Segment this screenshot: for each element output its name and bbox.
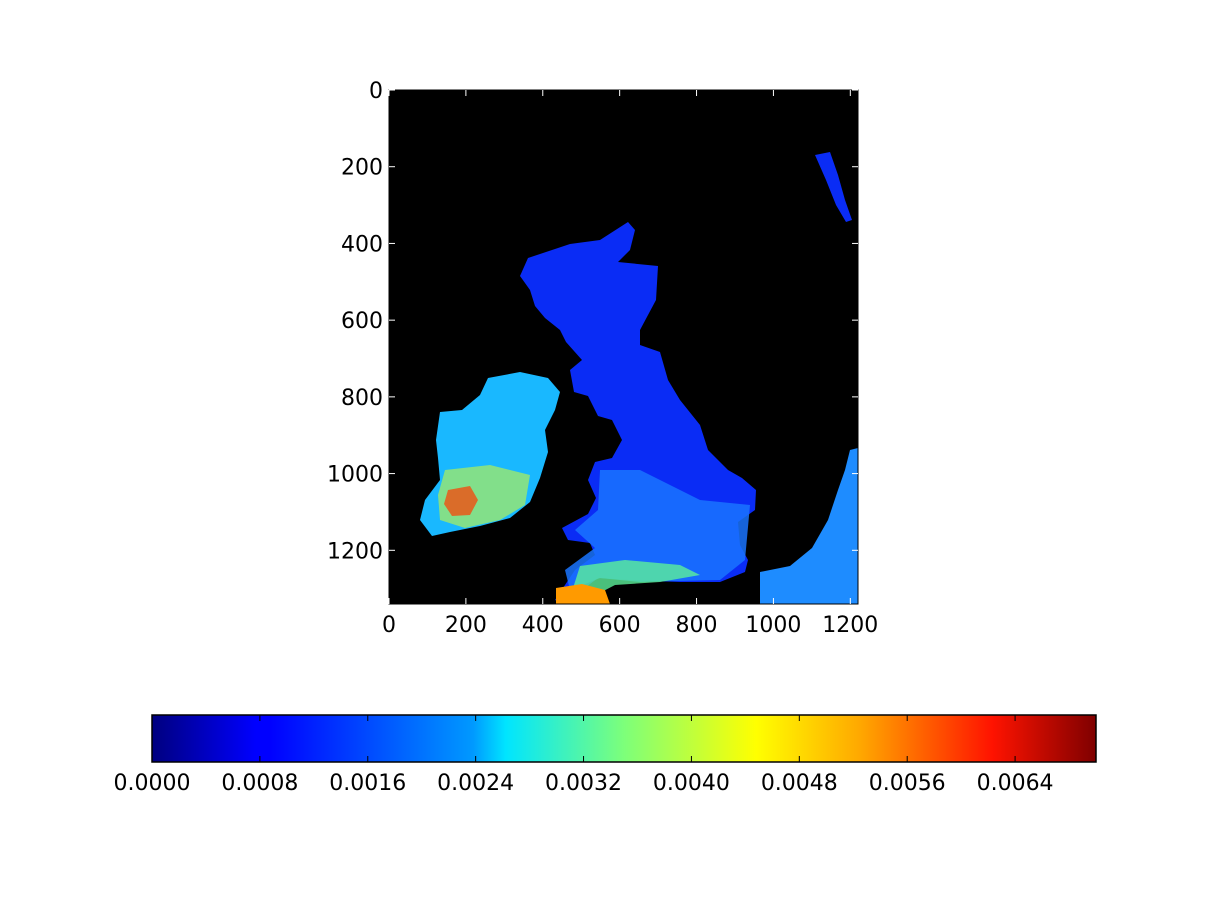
- y-tick-label: 1000: [327, 463, 383, 488]
- colorbar-tick-label: 0.0024: [437, 771, 514, 796]
- x-tick-label: 1000: [745, 613, 801, 638]
- colorbar-tick-label: 0.0032: [545, 771, 622, 796]
- region-continental-north: [815, 152, 852, 222]
- x-tick-label: 1200: [822, 613, 878, 638]
- region-great-britain-south: [565, 470, 750, 590]
- x-axis-ticks: 0 200 400 600 800 1000 1200: [382, 90, 878, 638]
- colorbar-tick-label: 0.0000: [114, 771, 191, 796]
- colorbar-gradient: [152, 715, 1096, 762]
- colorbar-tick-label: 0.0040: [653, 771, 730, 796]
- x-tick-label: 0: [382, 613, 396, 638]
- y-tick-label: 200: [341, 156, 383, 181]
- heatmap-axes: 0 200 400 600 800 1000 1200 0 200 400 600 800 1000 1…: [327, 79, 878, 638]
- colorbar-tick-label: 0.0016: [329, 771, 406, 796]
- y-tick-label: 400: [341, 232, 383, 257]
- x-tick-label: 800: [676, 613, 718, 638]
- colorbar-tick-label: 0.0048: [761, 771, 838, 796]
- colorbar-tick-label: 0.0056: [869, 771, 946, 796]
- colorbar-tick-label: 0.0064: [977, 771, 1054, 796]
- axes-frame: [388, 89, 859, 605]
- y-tick-label: 600: [341, 309, 383, 334]
- x-tick-label: 400: [522, 613, 564, 638]
- x-tick-label: 200: [445, 613, 487, 638]
- heatmap-image: [420, 152, 858, 604]
- region-ireland-hotspot: [444, 486, 478, 516]
- region-great-britain-southwest: [568, 560, 700, 604]
- region-continental-europe: [760, 448, 858, 604]
- y-tick-label: 0: [369, 79, 383, 104]
- y-tick-label: 800: [341, 386, 383, 411]
- y-tick-label: 1200: [327, 539, 383, 564]
- x-tick-label: 600: [599, 613, 641, 638]
- region-northern-france: [556, 584, 610, 604]
- colorbar-tick-label: 0.0008: [221, 771, 298, 796]
- colorbar: 0.0000 0.0008 0.0016 0.0024 0.0032 0.0040 0.00…: [114, 714, 1097, 796]
- y-axis-ticks: 0 200 400 600 800 1000 1200: [327, 79, 858, 564]
- colorbar-frame: [151, 714, 1097, 763]
- colorbar-ticks: 0.0000 0.0008 0.0016 0.0024 0.0032 0.0040 0.00…: [114, 715, 1054, 796]
